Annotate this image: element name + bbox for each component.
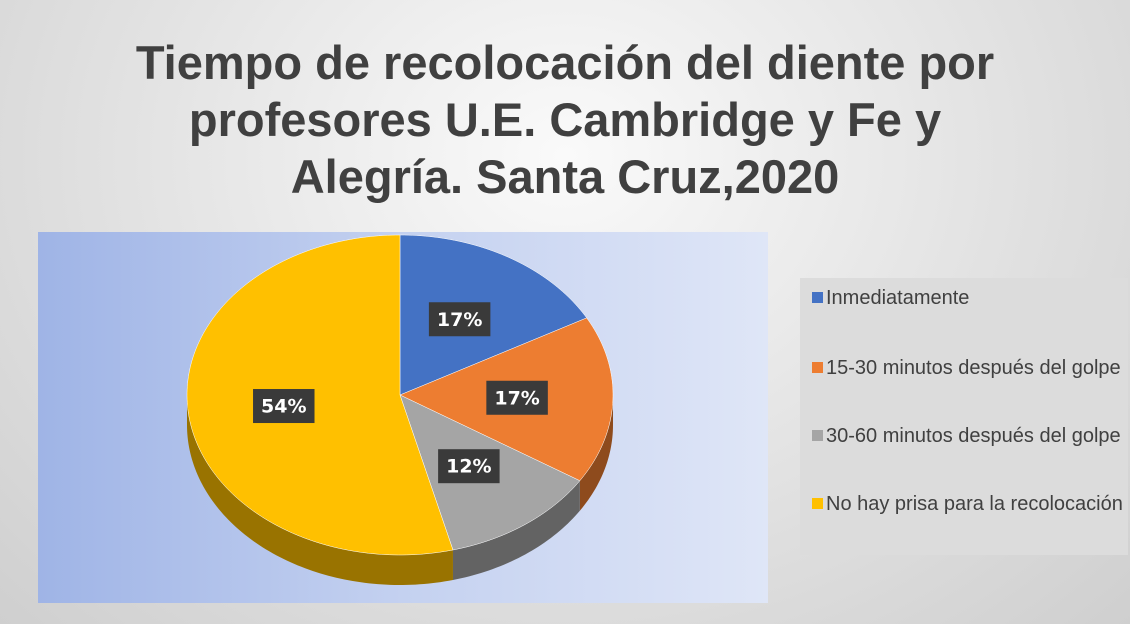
slice (186, 234, 454, 556)
data-label-text: 17% (494, 387, 539, 409)
legend-label: 15-30 minutos después del golpe (826, 357, 1121, 379)
slice-side (579, 395, 613, 511)
legend-label: No hay prisa para la recolocación (826, 493, 1123, 515)
legend-label: Inmediatamente (826, 287, 970, 309)
data-label: 12% (438, 449, 500, 484)
legend-swatch (812, 430, 823, 441)
data-label: 17% (428, 302, 491, 337)
data-label-text: 12% (446, 456, 491, 478)
slice (399, 234, 588, 396)
legend-label: 30-60 minutos después del golpe (826, 425, 1121, 447)
legend: Inmediatamente 15-30 minutos después del … (800, 278, 1128, 555)
data-label-box (253, 389, 315, 424)
data-label: 17% (486, 380, 548, 415)
legend-swatch (812, 362, 823, 373)
data-label-text: 54% (261, 396, 306, 418)
legend-swatch (812, 292, 823, 303)
data-label-box (438, 449, 500, 484)
data-label-box (428, 302, 491, 337)
slice-side (452, 480, 580, 580)
slice-side (187, 395, 453, 585)
legend-swatch (812, 498, 823, 509)
data-label-box (486, 380, 548, 415)
chart-title: Tiempo de recolocación del diente por pr… (135, 36, 995, 203)
legend-item: Inmediatamente (812, 286, 1124, 310)
legend-item: 30-60 minutos después del golpe (812, 424, 1124, 448)
legend-item: No hay prisa para la recolocación (812, 492, 1124, 516)
legend-item: 15-30 minutos después del golpe (812, 356, 1124, 380)
data-label: 54% (253, 389, 315, 424)
data-label-text: 17% (437, 309, 482, 331)
